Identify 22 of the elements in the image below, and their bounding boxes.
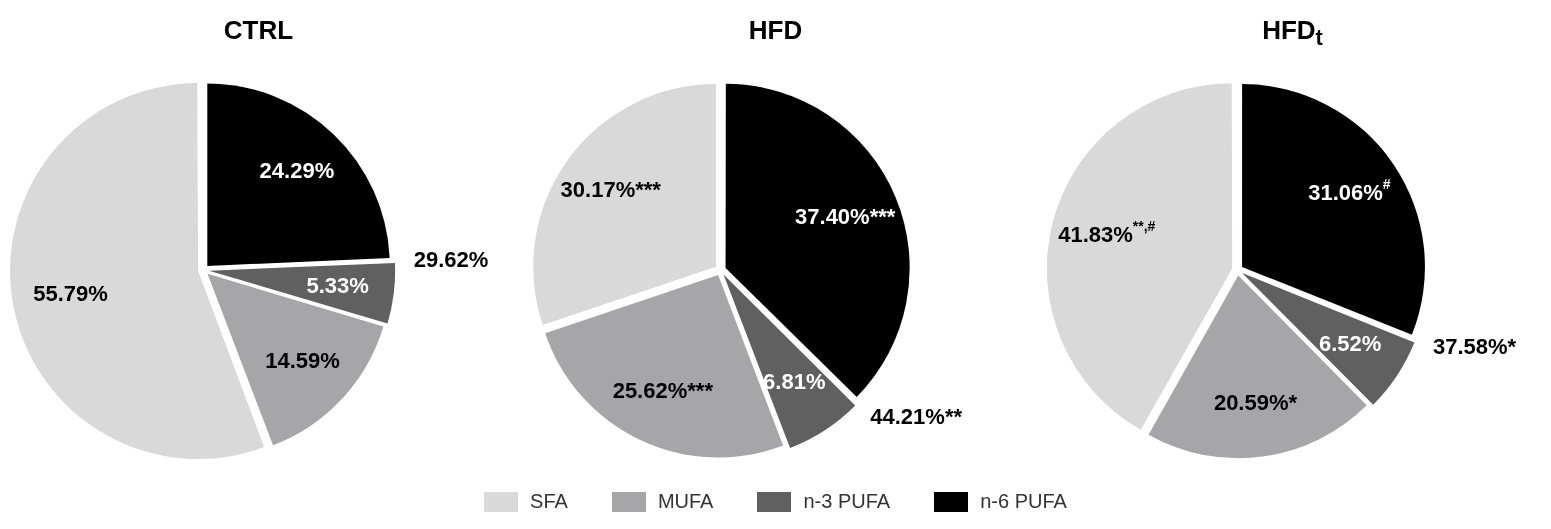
- text: 44.21%**: [870, 403, 963, 429]
- text: 37.58%*: [1432, 334, 1517, 360]
- chart-title: CTRL: [222, 14, 295, 47]
- data-label: 25.62%***: [612, 378, 714, 404]
- data-label: 6.81%: [763, 369, 826, 395]
- data-label: 55.79%: [33, 280, 108, 306]
- data-label: 24.29%: [259, 158, 335, 184]
- data-label: 20.59%*: [1213, 390, 1298, 416]
- legend-label: MUFA: [657, 490, 714, 513]
- legend-label: SFA: [530, 490, 568, 513]
- chart-title: HFD: [747, 14, 804, 47]
- data-label: 37.40%***: [795, 203, 896, 229]
- legend-label: n-3 PUFA: [803, 490, 891, 513]
- data-label: 30.17%***: [560, 177, 662, 203]
- data-label: 5.33%: [306, 272, 369, 298]
- chart-title: HFD$_{t}$: [1261, 14, 1324, 53]
- data-label: 14.59%: [265, 348, 340, 374]
- text: 29.62%: [413, 246, 489, 272]
- data-label: 6.52%: [1318, 330, 1382, 356]
- data-label: 31.06%#: [1308, 176, 1391, 206]
- legend-label: n-6 PUFA: [980, 490, 1067, 513]
- data-label: 41.83%**,#: [1058, 217, 1156, 247]
